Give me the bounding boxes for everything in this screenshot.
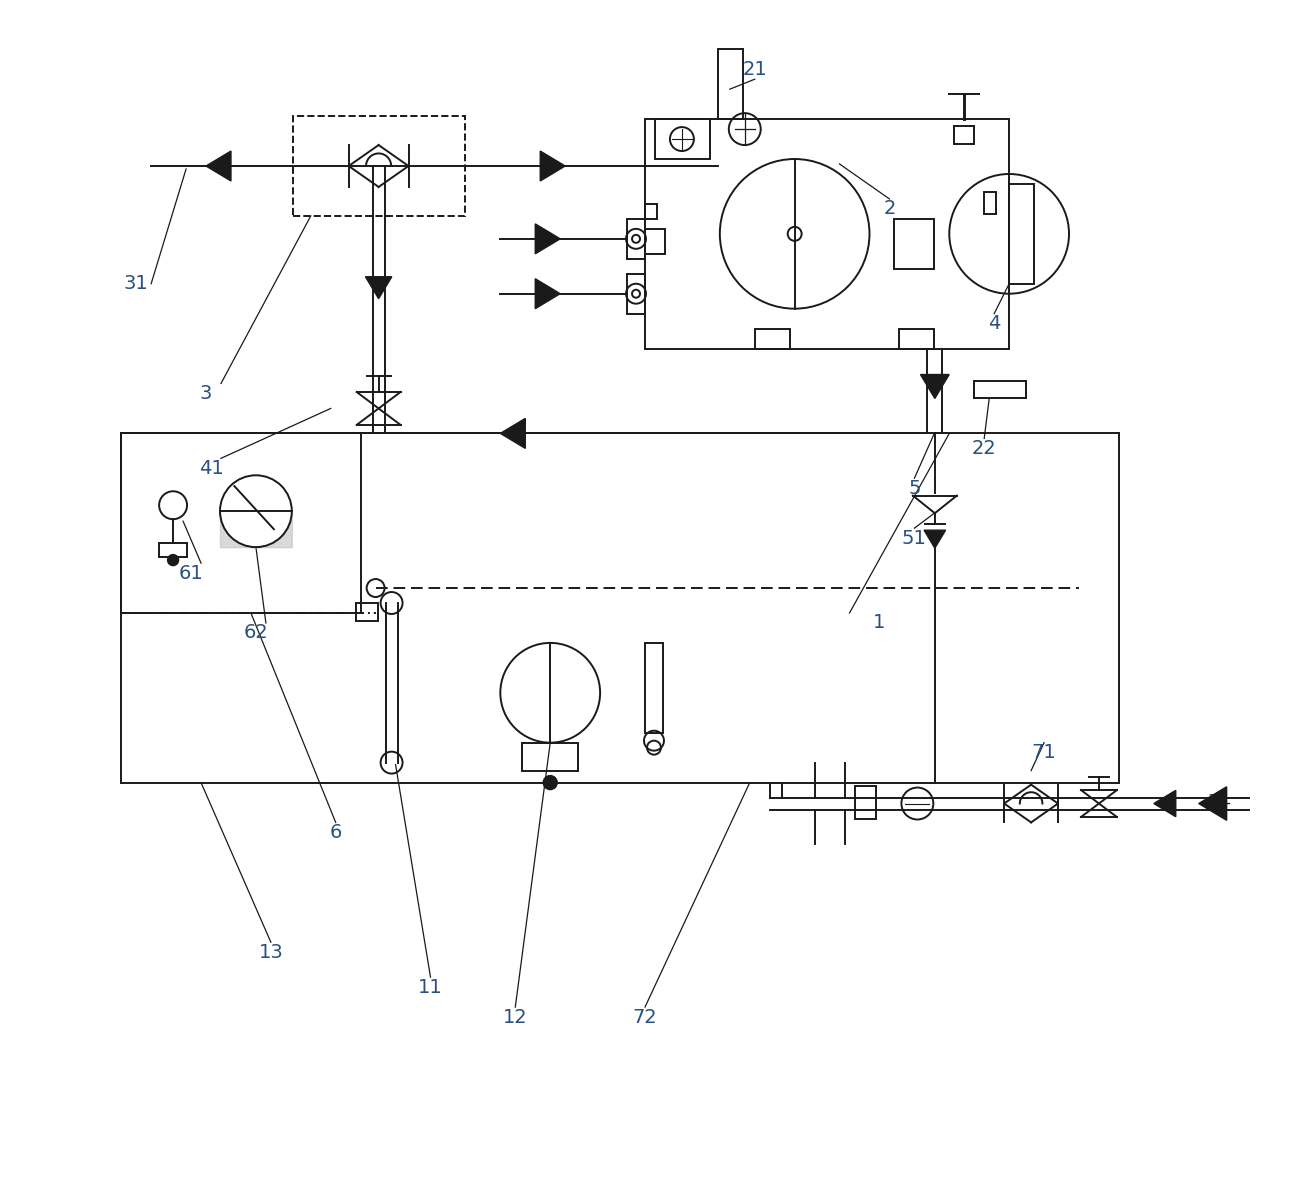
Text: 72: 72 <box>632 1008 658 1026</box>
Text: 3: 3 <box>200 384 212 403</box>
Bar <box>974 380 1026 398</box>
Bar <box>645 205 657 219</box>
Bar <box>854 786 876 819</box>
Polygon shape <box>1198 787 1227 820</box>
Polygon shape <box>541 152 565 180</box>
Text: 6: 6 <box>329 823 342 842</box>
Text: 71: 71 <box>1032 743 1057 763</box>
Polygon shape <box>501 419 525 449</box>
Bar <box>522 742 578 771</box>
Bar <box>894 219 934 268</box>
Text: 22: 22 <box>971 439 997 458</box>
Bar <box>627 219 645 259</box>
Polygon shape <box>535 279 560 309</box>
Text: 12: 12 <box>503 1008 528 1026</box>
Bar <box>955 126 974 144</box>
Bar <box>1009 184 1035 284</box>
Bar <box>159 543 187 557</box>
Text: 13: 13 <box>258 943 284 961</box>
Text: 7: 7 <box>1207 793 1220 812</box>
Bar <box>717 49 743 119</box>
Bar <box>356 603 378 621</box>
Text: 5: 5 <box>908 479 921 498</box>
Text: 62: 62 <box>244 623 268 642</box>
Text: 61: 61 <box>179 563 204 582</box>
Polygon shape <box>535 224 560 254</box>
Text: 51: 51 <box>902 528 926 547</box>
Bar <box>627 274 645 314</box>
Bar <box>645 642 663 733</box>
Circle shape <box>543 776 557 789</box>
Bar <box>645 119 1009 349</box>
Bar <box>899 328 934 349</box>
Bar <box>121 433 361 614</box>
Bar <box>755 328 789 349</box>
Bar <box>655 119 710 159</box>
Text: 31: 31 <box>124 274 148 294</box>
Text: 1: 1 <box>873 614 886 633</box>
Bar <box>984 192 996 214</box>
Text: 21: 21 <box>742 60 768 78</box>
Bar <box>293 117 466 215</box>
Polygon shape <box>921 374 949 398</box>
Polygon shape <box>924 531 946 549</box>
Polygon shape <box>365 277 392 298</box>
Polygon shape <box>206 152 231 180</box>
Bar <box>645 229 664 254</box>
Text: 2: 2 <box>884 200 895 219</box>
Text: 41: 41 <box>199 458 223 478</box>
Bar <box>121 433 1118 783</box>
Polygon shape <box>1153 790 1175 817</box>
Circle shape <box>168 555 178 565</box>
Text: 4: 4 <box>988 314 1000 333</box>
Text: 11: 11 <box>418 978 442 996</box>
